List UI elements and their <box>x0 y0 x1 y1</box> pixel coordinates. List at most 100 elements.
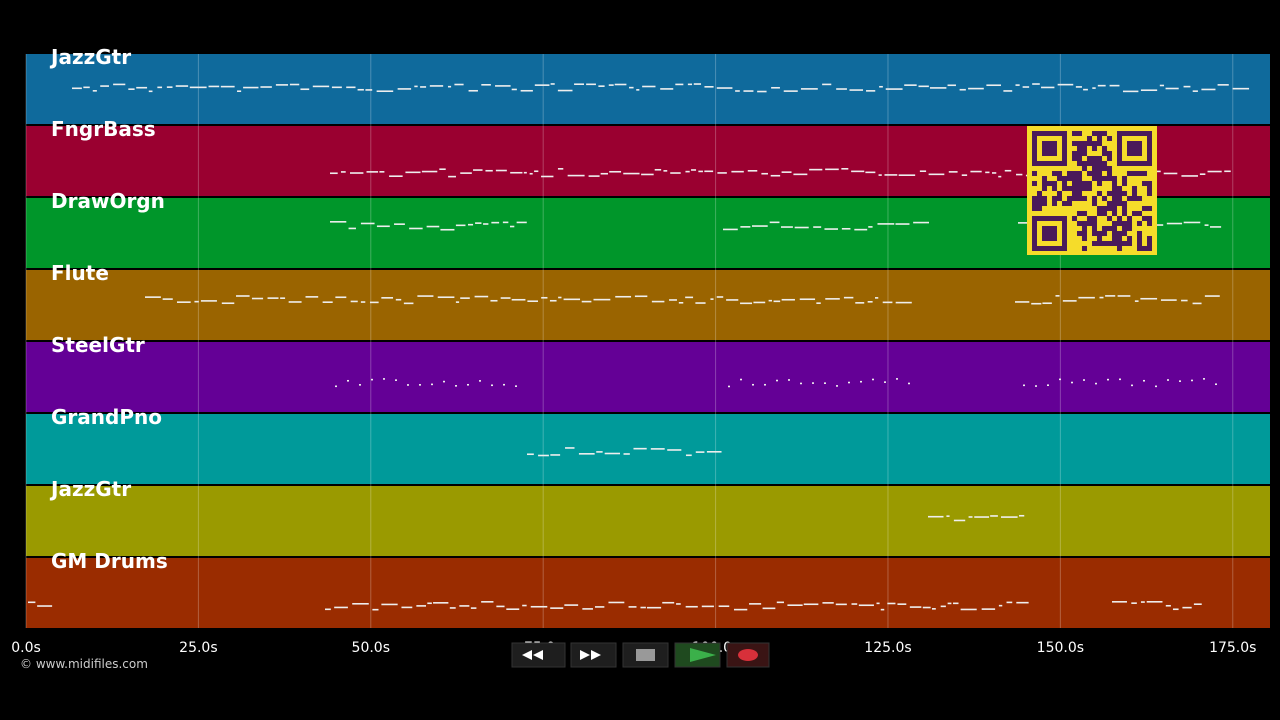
note <box>1224 170 1231 173</box>
qr-module <box>1082 146 1087 151</box>
note <box>1199 173 1206 175</box>
qr-module <box>1072 191 1077 196</box>
note <box>687 83 693 86</box>
qr-module <box>1072 141 1077 146</box>
note <box>773 300 781 303</box>
qr-module <box>1062 186 1067 191</box>
note <box>868 226 873 228</box>
note <box>1097 84 1106 87</box>
qr-module <box>1127 241 1132 246</box>
qr-module <box>1127 196 1132 201</box>
note <box>594 606 605 608</box>
note <box>1192 90 1198 92</box>
rewind-button[interactable] <box>511 642 566 668</box>
note <box>567 174 585 177</box>
fast-forward-button[interactable] <box>570 642 617 668</box>
note <box>872 378 874 381</box>
qr-module <box>1142 181 1147 186</box>
note <box>1201 88 1216 91</box>
note <box>443 380 445 383</box>
note <box>824 382 826 384</box>
qr-module <box>1072 216 1077 221</box>
note <box>1160 299 1177 301</box>
qr-module <box>1102 226 1107 231</box>
qr-module <box>1087 141 1092 146</box>
note <box>841 168 849 170</box>
record-button[interactable] <box>726 642 770 668</box>
note <box>882 301 893 304</box>
note <box>728 385 730 388</box>
note <box>614 83 627 86</box>
note <box>564 604 579 606</box>
note <box>381 603 398 606</box>
qr-module <box>1097 141 1102 146</box>
note <box>460 297 470 299</box>
note <box>237 90 242 93</box>
qr-module <box>1082 166 1087 171</box>
qr-module <box>1107 191 1112 196</box>
note <box>459 605 470 607</box>
note <box>460 172 472 174</box>
note <box>416 605 427 607</box>
note <box>439 168 446 171</box>
qr-module <box>1087 181 1092 186</box>
track-lane <box>26 486 1270 556</box>
play-button[interactable] <box>674 642 721 668</box>
qr-module <box>1102 231 1107 236</box>
note <box>506 608 520 611</box>
qr-module <box>1102 151 1107 156</box>
note <box>757 90 767 93</box>
note <box>743 90 754 92</box>
qr-module <box>1117 186 1122 191</box>
note <box>220 85 235 88</box>
note <box>352 602 369 605</box>
note <box>467 383 469 386</box>
note <box>836 88 847 90</box>
notes <box>28 83 1250 611</box>
note <box>704 170 714 173</box>
note <box>985 171 990 174</box>
qr-module <box>1082 181 1087 186</box>
note <box>448 175 456 178</box>
note <box>371 378 373 381</box>
qr-module <box>1112 211 1117 216</box>
note <box>663 170 668 172</box>
note <box>787 604 803 606</box>
qr-module <box>1087 216 1092 221</box>
note <box>781 171 792 173</box>
track-name: FngrBass <box>51 117 156 141</box>
note <box>929 87 947 89</box>
qr-module <box>1117 246 1122 251</box>
note <box>998 604 1003 607</box>
time-tick-label: 175.0s <box>1209 640 1256 656</box>
note <box>157 86 163 89</box>
qr-module <box>1082 141 1087 146</box>
qr-module <box>1137 171 1142 176</box>
qr-finder <box>1127 141 1142 156</box>
qr-module <box>1127 221 1132 226</box>
note <box>72 87 82 90</box>
note <box>1165 87 1179 90</box>
note <box>751 225 768 227</box>
note <box>455 224 466 227</box>
stop-button[interactable] <box>622 642 669 668</box>
qr-module <box>1077 156 1082 161</box>
note <box>1071 381 1073 384</box>
qr-module <box>1097 191 1102 196</box>
note <box>1016 173 1023 176</box>
qr-module <box>1032 201 1037 206</box>
note <box>565 447 575 449</box>
track-names: JazzGtr FngrBass DrawOrgn Flute SteelGtr Gran… <box>49 45 168 573</box>
note <box>335 296 347 299</box>
note <box>586 83 596 86</box>
qr-module <box>1077 176 1082 181</box>
note <box>642 85 656 88</box>
qr-module <box>1132 171 1137 176</box>
track-lane <box>26 414 1270 484</box>
qr-module <box>1147 181 1152 186</box>
qr-module <box>1137 196 1142 201</box>
qr-module <box>1132 196 1137 201</box>
qr-module <box>1032 206 1037 211</box>
note <box>623 453 630 455</box>
qr-module <box>1097 211 1102 216</box>
